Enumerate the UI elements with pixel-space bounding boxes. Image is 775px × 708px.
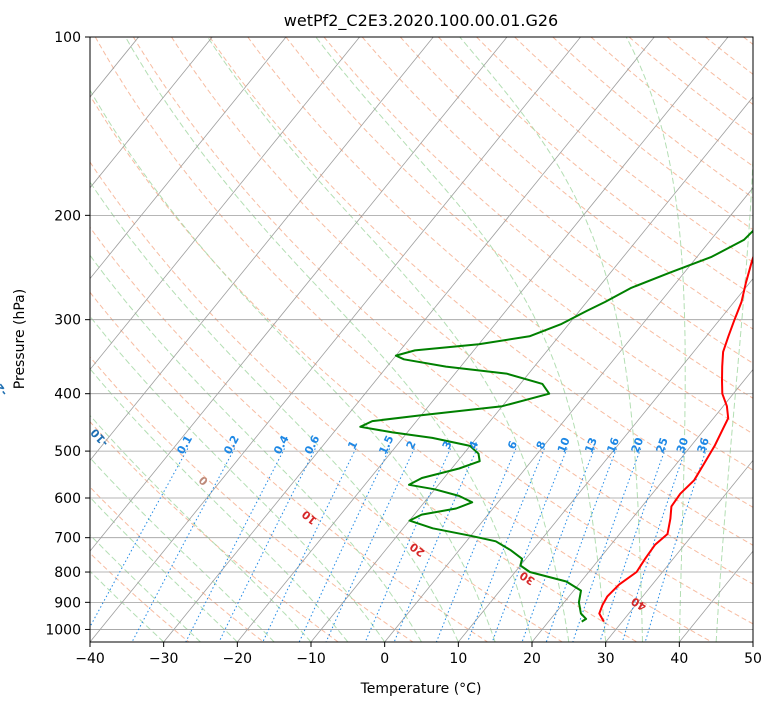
y-tick-label: 400: [54, 387, 81, 403]
isotherm: [90, 37, 434, 461]
y-tick-label: 1000: [45, 622, 81, 638]
mixing-ratio-line: [491, 448, 568, 642]
moist-adiabat: [315, 37, 607, 642]
mixing-ratio-line: [325, 448, 415, 642]
isotherm: [457, 278, 753, 642]
mixing-ratio-label: 25: [653, 436, 670, 455]
mixing-ratio-line: [131, 448, 236, 642]
mixing-ratio-line: [521, 448, 595, 642]
dry-adiabat: [476, 37, 753, 263]
moist-adiabat: [90, 254, 422, 642]
moist-adiabat: [90, 368, 349, 642]
isotherm: [384, 187, 753, 642]
dry-adiabat: [285, 37, 753, 435]
moist-adiabat: [90, 457, 275, 642]
x-tick-label: −40: [75, 651, 105, 667]
isotherm: [163, 37, 655, 642]
x-tick-label: −20: [223, 651, 253, 667]
y-tick-label: 100: [54, 30, 81, 46]
mixing-ratio-label: 13: [582, 436, 600, 455]
series-layer: [359, 229, 753, 623]
mixing-ratio-line: [364, 448, 451, 642]
plot-frame: [89, 36, 754, 643]
moist-adiabat: [715, 37, 753, 642]
dry-adiabat-label: -20: [0, 375, 10, 399]
mixing-ratio-line: [90, 448, 189, 628]
isotherm: [605, 459, 753, 642]
x-tick-label: 0: [380, 651, 389, 667]
moist-adiabat: [459, 37, 643, 642]
x-tick-label: −30: [149, 651, 179, 667]
y-tick-label: 500: [54, 444, 81, 460]
isotherm: [310, 96, 753, 642]
moist-adiabat: [207, 37, 570, 642]
x-tick-label: 10: [449, 651, 467, 667]
x-tick-label: 20: [523, 651, 541, 667]
dry-adiabat: [171, 37, 753, 546]
isotherm: [531, 368, 753, 642]
plot-background: [90, 37, 753, 642]
dry-adiabat: [438, 37, 753, 296]
mixing-ratio-line: [185, 448, 285, 642]
mixing-ratio-line: [218, 448, 316, 642]
temperature-profile-line: [598, 254, 753, 623]
dry-adiabat: [552, 37, 753, 199]
grid-layer: [90, 37, 753, 642]
isotherm: [90, 37, 508, 552]
isotherm: [90, 37, 287, 280]
moist-adiabat: [125, 37, 533, 642]
mixing-ratio-line: [644, 448, 708, 642]
dry-adiabat: [90, 161, 638, 642]
mixing-ratio-line: [262, 448, 357, 642]
chart-title: wetPf2_C2E3.2020.100.00.01.G26: [284, 11, 558, 31]
y-tick-label: 300: [54, 313, 81, 329]
x-axis-title: Temperature (°C): [360, 681, 482, 697]
moist-adiabat: [90, 89, 496, 642]
mixing-ratio-label: 20: [629, 436, 647, 455]
x-tick-label: 30: [597, 651, 615, 667]
isotherm: [90, 37, 213, 189]
moist-adiabat: [90, 315, 386, 642]
dry-adiabat: [90, 421, 339, 642]
dry-adiabat: [361, 37, 753, 364]
moist-adiabat: [90, 534, 201, 642]
mixing-ratio-line: [467, 448, 545, 642]
moist-adiabat: [625, 37, 686, 642]
isotherm: [90, 37, 581, 642]
x-tick-label: 50: [744, 651, 762, 667]
isotherm: [236, 37, 729, 642]
dry-adiabat: [514, 37, 753, 231]
dry-adiabat: [132, 37, 753, 585]
dry-adiabat: [90, 486, 264, 642]
dry-adiabat: [90, 356, 414, 642]
axes-layer: −40 −30 −20 −10 0 10 20 30 40 50 100 200 300 400 500 60…: [45, 30, 762, 667]
x-tick-label: 40: [670, 651, 688, 667]
isotherm: [90, 37, 360, 371]
mixing-ratio-label: 16: [604, 435, 622, 454]
y-tick-label: 800: [54, 565, 81, 581]
mixing-ratio-line: [435, 448, 517, 642]
y-tick-label: 600: [54, 491, 81, 507]
y-tick-label: 900: [54, 595, 81, 611]
x-tick-label: −10: [296, 651, 326, 667]
dry-adiabat: [94, 37, 753, 625]
moist-adiabat: [90, 181, 459, 642]
mixing-ratio-label: 30: [674, 436, 691, 455]
dry-adiabat: [323, 37, 753, 399]
mixing-ratio-label: 10: [555, 435, 573, 454]
mixing-ratio-label: 36: [695, 436, 712, 455]
y-axis-title: Pressure (hPa): [12, 289, 28, 389]
y-tick-label: 200: [54, 208, 81, 224]
dewpoint-profile-line: [359, 229, 753, 623]
y-tick-label: 700: [54, 531, 81, 547]
moist-adiabat: [90, 496, 238, 642]
